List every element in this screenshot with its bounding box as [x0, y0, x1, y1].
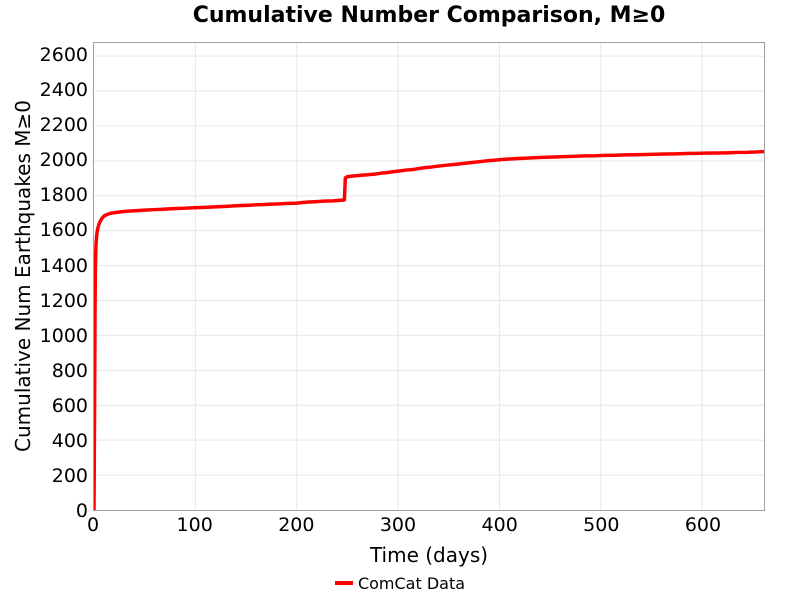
x-tick-label: 0	[86, 514, 100, 536]
y-tick-label: 1800	[39, 184, 88, 207]
y-tick-label: 2200	[39, 114, 88, 137]
y-tick-label: 2000	[39, 149, 88, 172]
y-tick-label: 600	[51, 394, 88, 417]
legend-line-swatch	[334, 581, 353, 585]
series-line-comcat-data	[94, 149, 764, 510]
y-tick-label: 200	[51, 464, 88, 487]
x-tick-label: 400	[481, 514, 518, 536]
chart-canvas	[94, 43, 764, 510]
y-tick-label: 800	[51, 359, 88, 382]
x-tick-label: 600	[684, 514, 722, 536]
legend: ComCat Data	[0, 571, 800, 595]
y-tick-label: 1000	[39, 324, 88, 347]
x-tick-label: 200	[278, 514, 315, 536]
legend-label: ComCat Data	[357, 573, 466, 593]
y-tick-label: 400	[51, 429, 88, 452]
plot-area	[93, 42, 765, 511]
y-tick-label: 1600	[39, 219, 88, 242]
y-axis-label: Cumulative Num Earthquakes M≥0	[11, 100, 35, 452]
y-tick-label: 2600	[39, 44, 88, 67]
chart-title: Cumulative Number Comparison, M≥0	[192, 3, 666, 28]
x-tick-label: 300	[379, 514, 417, 536]
y-tick-label: 1400	[39, 254, 88, 277]
y-tick-label: 2400	[39, 79, 88, 102]
x-axis-label: Time (days)	[369, 543, 489, 567]
x-tick-label: 500	[583, 514, 620, 536]
y-tick-label: 1200	[39, 289, 88, 312]
x-tick-label: 100	[176, 514, 213, 536]
y-tick-label: 0	[75, 500, 88, 522]
